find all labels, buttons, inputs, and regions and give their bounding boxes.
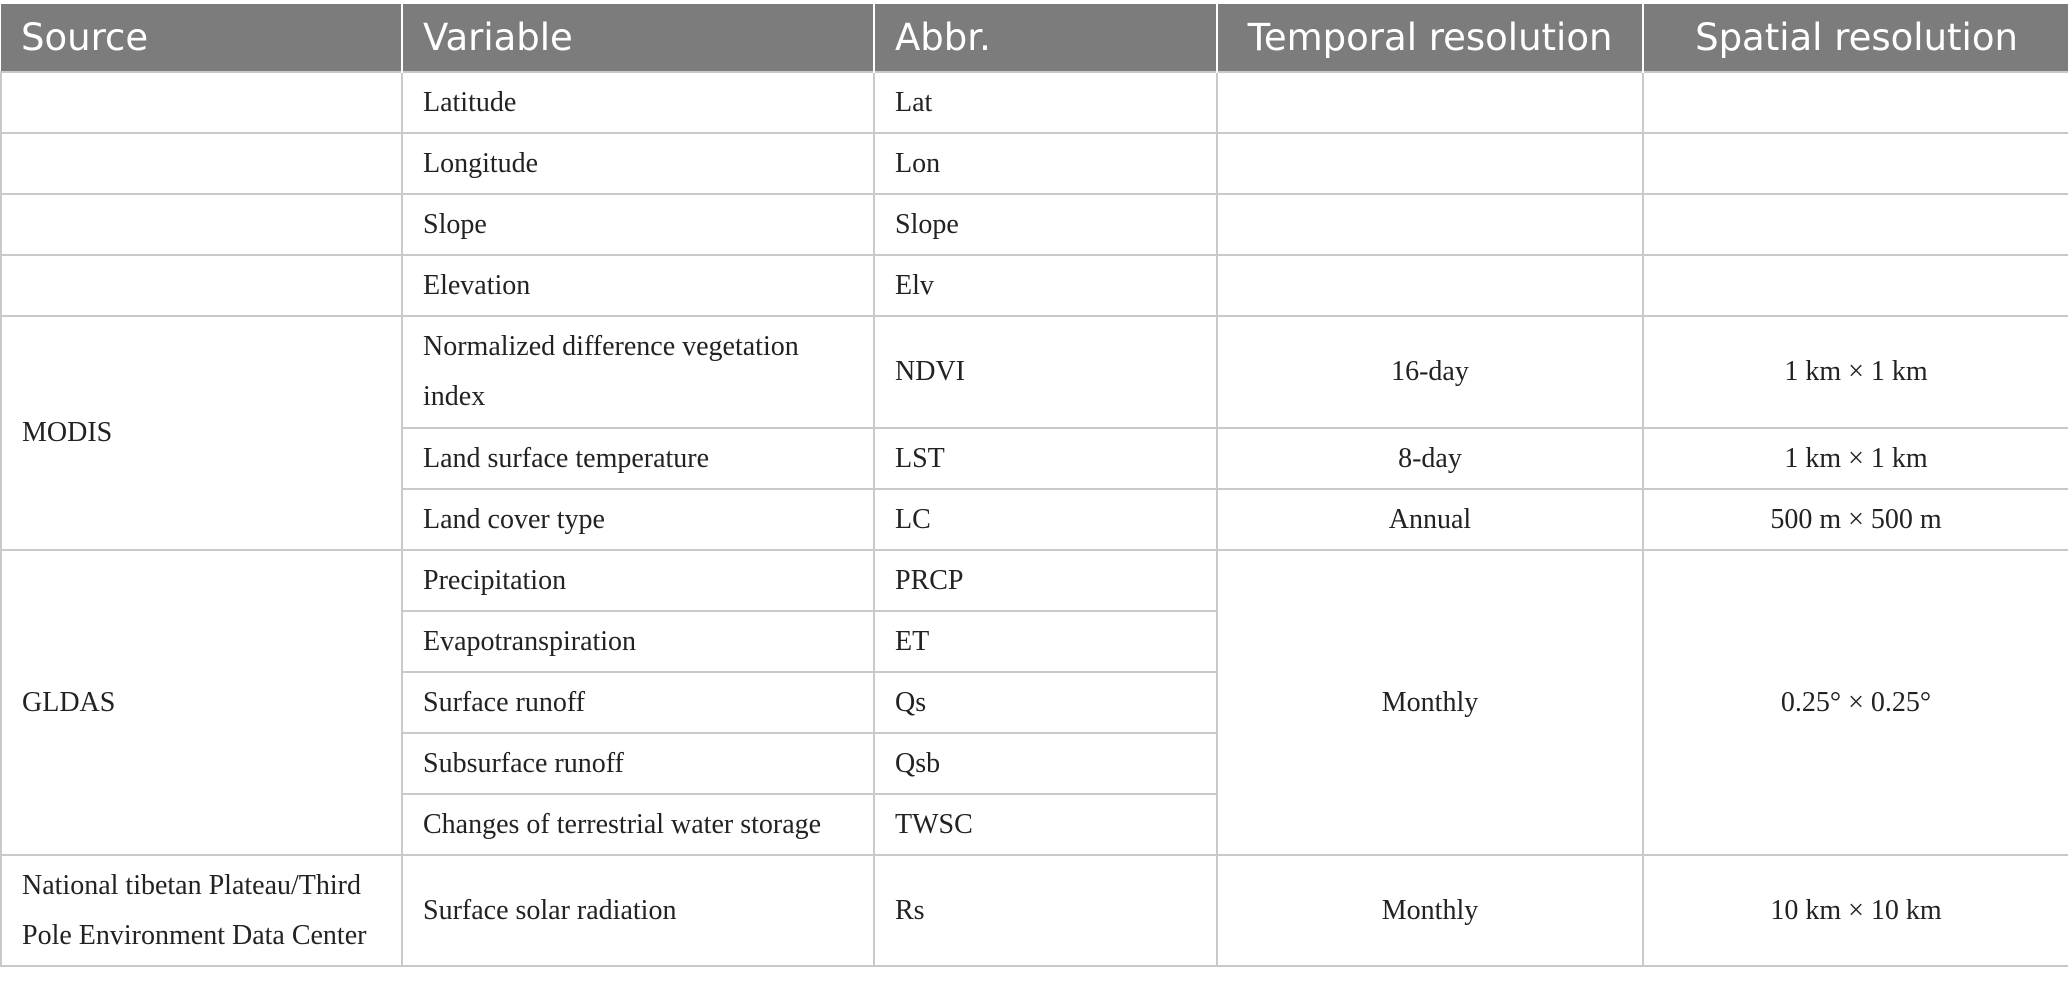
cell-source-tpdc: National tibetan Plateau/Third Pole Envi… <box>0 854 403 967</box>
cell-temporal: Monthly <box>1216 854 1644 967</box>
cell-abbr: Lon <box>873 132 1218 195</box>
cell-abbr: PRCP <box>873 549 1218 612</box>
table-row: GLDAS Precipitation PRCP Monthly 0.25° ×… <box>0 549 2068 856</box>
cell-temporal: 16-day <box>1216 315 1644 429</box>
cell-variable: Slope <box>401 193 875 256</box>
cell-variable: Surface runoff <box>401 671 875 734</box>
cell-abbr: Elv <box>873 254 1218 317</box>
cell-spatial <box>1642 132 2068 195</box>
cell-spatial-gldas: 0.25° × 0.25° <box>1642 549 2068 856</box>
cell-spatial <box>1642 254 2068 317</box>
cell-abbr: LST <box>873 427 1218 490</box>
cell-variable: Evapotranspiration <box>401 610 875 673</box>
cell-abbr: Qsb <box>873 732 1218 795</box>
cell-abbr: LC <box>873 488 1218 551</box>
cell-abbr: ET <box>873 610 1218 673</box>
data-table-container: Source Variable Abbr. Temporal resolutio… <box>0 4 2068 967</box>
header-abbr: Abbr. <box>874 4 1218 72</box>
table-row: Evapotranspiration ET <box>1 610 2068 673</box>
cell-abbr: Qs <box>873 671 1218 734</box>
cell-source-modis: MODIS <box>0 315 403 551</box>
cell-variable: Longitude <box>401 132 875 195</box>
cell-abbr: Rs <box>873 854 1218 967</box>
table-row: National tibetan Plateau/Third Pole Envi… <box>0 854 2068 967</box>
table-row: Subsurface runoff Qsb <box>1 732 2068 795</box>
cell-spatial <box>1642 193 2068 256</box>
cell-spatial: 1 km × 1 km <box>1642 427 2068 490</box>
cell-variable: Elevation <box>401 254 875 317</box>
cell-variable: Precipitation <box>401 549 875 612</box>
cell-variable: Latitude <box>401 71 875 134</box>
cell-abbr: Lat <box>873 71 1218 134</box>
table-row: Latitude Lat <box>0 71 2068 134</box>
cell-variable: Land surface temperature <box>401 427 875 490</box>
header-spatial-resolution: Spatial resolution <box>1643 4 2068 72</box>
variables-table: Source Variable Abbr. Temporal resolutio… <box>0 4 2068 967</box>
cell-variable: Land cover type <box>401 488 875 551</box>
table-body: Latitude Lat Longitude Lon Slope Slope E… <box>0 71 2068 967</box>
cell-variable: Surface solar radiation <box>401 854 875 967</box>
cell-source <box>0 193 403 256</box>
cell-temporal <box>1216 193 1644 256</box>
table-row: Slope Slope <box>0 193 2068 256</box>
header-row: Source Variable Abbr. Temporal resolutio… <box>1 4 2068 72</box>
cell-abbr: TWSC <box>873 793 1218 856</box>
cell-abbr: Slope <box>873 193 1218 256</box>
cell-spatial: 1 km × 1 km <box>1642 315 2068 429</box>
cell-abbr: NDVI <box>873 315 1218 429</box>
table-row: MODIS Normalized difference vegetation i… <box>0 315 2068 551</box>
table-row: Land cover type LC Annual 500 m × 500 m <box>1 488 2068 551</box>
cell-variable: Subsurface runoff <box>401 732 875 795</box>
cell-temporal: Annual <box>1216 488 1644 551</box>
cell-variable: Normalized difference vegetation index <box>401 315 875 429</box>
cell-temporal <box>1216 254 1644 317</box>
table-row: Land surface temperature LST 8-day 1 km … <box>1 427 2068 490</box>
table-row: Surface runoff Qs <box>1 671 2068 734</box>
cell-spatial <box>1642 71 2068 134</box>
cell-variable: Changes of terrestrial water storage <box>401 793 875 856</box>
cell-source <box>0 132 403 195</box>
header-source: Source <box>1 4 403 72</box>
cell-source <box>0 71 403 134</box>
cell-source-gldas: GLDAS <box>0 549 403 856</box>
cell-spatial: 500 m × 500 m <box>1642 488 2068 551</box>
cell-temporal-gldas: Monthly <box>1216 549 1644 856</box>
table-row: Longitude Lon <box>0 132 2068 195</box>
cell-temporal: 8-day <box>1216 427 1644 490</box>
table-row: Elevation Elv <box>0 254 2068 317</box>
cell-temporal <box>1216 71 1644 134</box>
cell-source <box>0 254 403 317</box>
header-variable: Variable <box>402 4 875 72</box>
cell-temporal <box>1216 132 1644 195</box>
header-temporal-resolution: Temporal resolution <box>1217 4 1644 72</box>
table-header: Source Variable Abbr. Temporal resolutio… <box>1 4 2068 72</box>
cell-spatial: 10 km × 10 km <box>1642 854 2068 967</box>
table-row: Changes of terrestrial water storage TWS… <box>1 793 2068 856</box>
